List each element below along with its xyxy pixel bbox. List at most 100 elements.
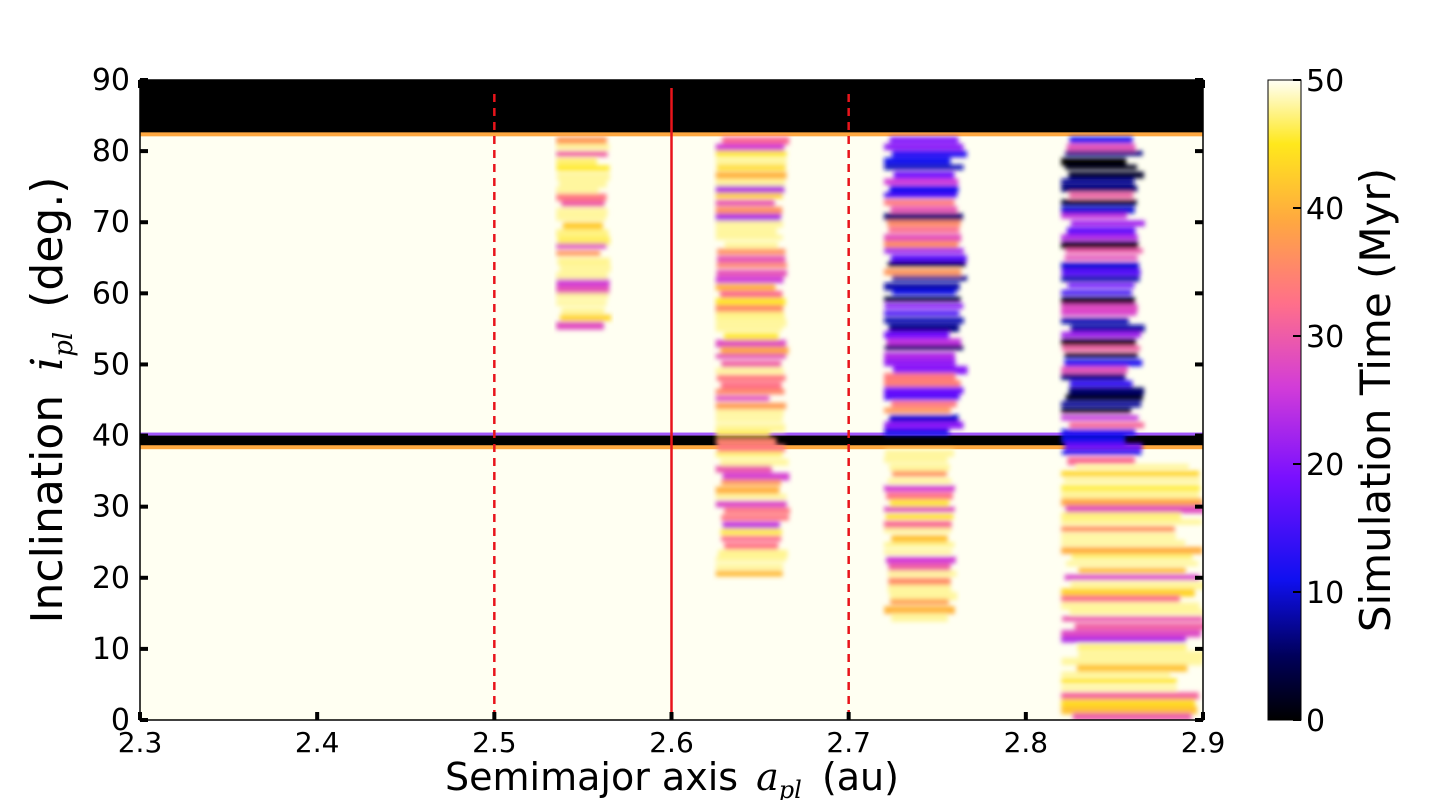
heat-cell [716, 164, 786, 171]
heat-cell [889, 414, 959, 423]
heat-cell [1061, 178, 1135, 186]
y-tick-label: 90 [92, 63, 130, 98]
heat-cell [884, 199, 955, 206]
heat-cell [721, 535, 782, 542]
x-tick-label: 2.5 [472, 726, 517, 759]
heat-cell [716, 269, 787, 277]
heat-cell [884, 296, 961, 303]
heat-cell [1061, 547, 1203, 554]
colorbar-gradient [1267, 79, 1302, 721]
heat-cell [1061, 408, 1132, 414]
x-tick-label: 2.4 [295, 726, 340, 759]
heat-cell [715, 465, 772, 473]
colorbar-label: Simulation Time (Myr) [1351, 168, 1400, 632]
heat-cell [1070, 581, 1203, 590]
heat-cell [720, 346, 789, 355]
y-tick-label: 0 [111, 703, 130, 738]
heat-cell [717, 255, 786, 263]
heat-cell [557, 257, 611, 266]
heat-cell [888, 570, 957, 577]
heat-cell [1065, 164, 1137, 170]
heat-cell [884, 317, 964, 324]
heat-cell [715, 339, 787, 348]
heat-cell [1061, 241, 1139, 249]
heat-cell [893, 366, 968, 375]
heat-cell [1069, 609, 1203, 615]
heat-cell [1061, 436, 1126, 444]
heat-cell [884, 379, 961, 388]
heat-cell [715, 388, 785, 395]
heat-cell [1064, 352, 1138, 358]
y-tick-label: 40 [92, 419, 130, 454]
heat-cell [1061, 671, 1171, 678]
heat-cell [556, 158, 598, 167]
heat-cell [1068, 171, 1144, 179]
heat-cell [1067, 283, 1135, 288]
heat-region [715, 136, 791, 577]
colorbar-tick-label: 30 [1306, 320, 1344, 355]
heat-cell [889, 464, 950, 472]
heat-cell [1072, 713, 1192, 720]
heat-cell [720, 290, 783, 298]
heat-cell [715, 276, 784, 284]
heat-cell [722, 472, 790, 481]
heat-cell [1061, 491, 1200, 500]
heat-cell [1064, 443, 1143, 450]
heat-cell [721, 514, 789, 521]
svg-text:Semimajor axis apl: Semimajor axis apl (au) [445, 755, 899, 800]
heat-cell [556, 144, 610, 150]
heat-cell [1061, 519, 1202, 525]
heat-cell [884, 178, 959, 185]
colorbar: 0 10 20 30 40 50 Simulation Time (Myr) [1267, 64, 1400, 739]
heat-cell [885, 513, 954, 520]
heat-cell [1062, 345, 1141, 352]
heat-cell [884, 234, 962, 242]
heat-cell [884, 386, 964, 395]
y-tick-label: 10 [92, 632, 130, 667]
heat-cell [723, 332, 779, 341]
heat-cell [722, 521, 780, 529]
heat-cell [1066, 227, 1136, 236]
heat-cell [1061, 484, 1201, 492]
heat-cell [884, 407, 951, 414]
heat-cell [892, 471, 947, 477]
heat-cell [724, 507, 791, 514]
heat-cell [884, 542, 955, 548]
heat-cell [556, 286, 610, 294]
heat-cell [887, 220, 961, 227]
heat-cell [722, 136, 790, 145]
heat-cell [556, 300, 607, 306]
heat-cell [884, 428, 950, 436]
heat-cell [715, 311, 785, 320]
y-axis-ticks: 0 10 20 30 40 50 60 70 80 90 [92, 63, 1203, 738]
colorbar-tick-label: 50 [1306, 64, 1344, 99]
heat-cell [715, 325, 782, 332]
x-tick-label: 2.8 [1004, 726, 1049, 759]
heat-region [1061, 464, 1203, 720]
heat-cell [1071, 553, 1193, 560]
heat-cell [556, 165, 610, 172]
heat-cell [556, 136, 607, 146]
heat-cell [886, 338, 962, 347]
heat-cell [891, 613, 948, 622]
heat-cell [557, 172, 610, 181]
heat-cell [884, 421, 964, 429]
heat-cell [884, 506, 955, 513]
heat-cell [715, 150, 787, 157]
heat-cell [1061, 630, 1202, 638]
heat-cell [715, 304, 784, 313]
heat-cell [556, 186, 599, 194]
heat-cell [1064, 255, 1138, 261]
heat-cell [556, 215, 606, 221]
heat-cell [1061, 540, 1186, 546]
heat-cell [889, 185, 959, 194]
heat-cell [1075, 464, 1189, 470]
heat-cell [1061, 234, 1138, 241]
heat-cell [891, 400, 957, 408]
heat-cell [884, 248, 964, 254]
heat-cell [887, 584, 952, 593]
heat-cell [884, 143, 964, 151]
heat-cell [715, 220, 783, 228]
heat-cell [559, 179, 607, 188]
heat-cell [717, 444, 786, 452]
